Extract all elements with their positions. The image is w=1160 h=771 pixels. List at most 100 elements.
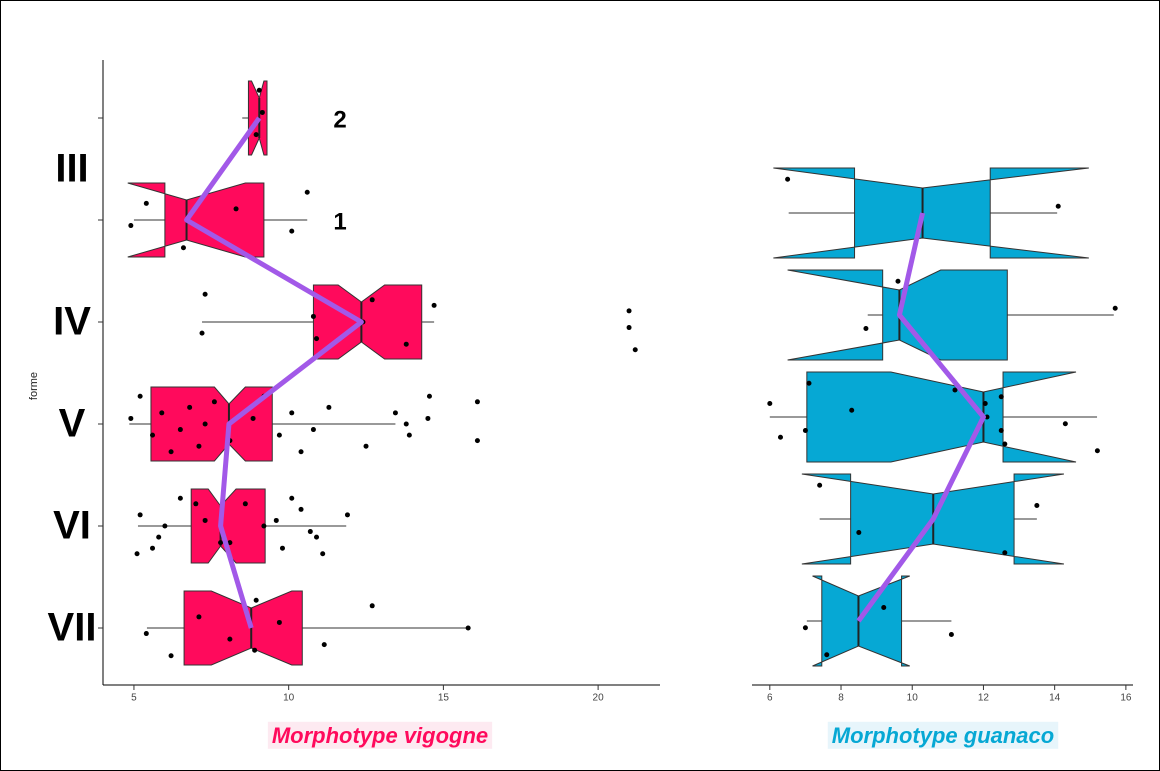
data-point: [227, 636, 233, 642]
y-tick-label: VII: [48, 606, 97, 650]
data-point: [632, 347, 638, 353]
y-tick-label: VI: [53, 504, 91, 548]
data-point: [952, 387, 958, 393]
data-point: [1062, 421, 1068, 427]
data-point: [253, 597, 259, 603]
data-point: [276, 619, 282, 625]
data-point: [314, 336, 320, 342]
data-point: [150, 545, 156, 551]
data-point: [273, 517, 279, 523]
median-line: [184, 116, 364, 629]
box: [806, 371, 1077, 463]
data-point: [320, 551, 326, 557]
data-point: [162, 523, 168, 529]
data-point: [193, 501, 199, 507]
data-point: [1034, 503, 1040, 508]
data-point: [218, 540, 224, 546]
data-point: [998, 428, 1004, 433]
data-point: [824, 652, 830, 658]
box: [190, 488, 266, 564]
data-point: [1094, 448, 1100, 454]
y-tick-label: III: [55, 147, 88, 191]
data-point: [802, 428, 808, 433]
x-tick-label: 20: [593, 693, 605, 704]
x-axis-label-background: [267, 721, 493, 749]
data-point: [256, 87, 262, 93]
data-point: [465, 625, 471, 631]
data-point: [202, 517, 208, 523]
data-point: [326, 404, 332, 410]
y-tick-label: IV: [53, 300, 91, 344]
data-point: [289, 495, 295, 501]
data-point: [143, 631, 149, 637]
data-point: [984, 414, 990, 420]
annotation: 2: [333, 106, 346, 133]
data-point: [253, 132, 259, 138]
data-point: [202, 421, 208, 427]
data-point: [211, 399, 217, 405]
data-point: [289, 228, 295, 234]
x-tick-label: 15: [438, 693, 450, 704]
data-point: [998, 394, 1004, 400]
data-point: [817, 482, 823, 488]
data-point: [134, 551, 140, 557]
data-point: [403, 421, 409, 427]
data-point: [276, 432, 282, 438]
data-point: [1002, 441, 1008, 447]
data-point: [150, 432, 156, 438]
x-tick-label: 16: [1120, 693, 1132, 704]
data-point: [1055, 203, 1061, 209]
box: [183, 590, 303, 666]
data-point: [289, 410, 295, 416]
data-point: [310, 427, 316, 433]
data-point: [307, 529, 313, 535]
data-point: [406, 432, 412, 438]
x-tick-label: 10: [907, 693, 919, 704]
data-point: [982, 401, 988, 406]
x-tick-label: 6: [767, 693, 773, 704]
data-point: [474, 438, 480, 444]
data-point: [298, 449, 304, 455]
data-point: [626, 325, 632, 331]
data-point: [431, 302, 437, 308]
data-point: [202, 291, 208, 297]
box: [773, 167, 1089, 259]
x-tick-label: 10: [283, 693, 295, 704]
data-point: [159, 410, 165, 416]
data-point: [250, 415, 256, 421]
x-axis-label: Morphotype guanaco: [832, 723, 1054, 748]
data-point: [1112, 305, 1118, 311]
data-point: [128, 223, 134, 229]
data-point: [137, 512, 143, 518]
data-point: [856, 530, 862, 535]
data-point: [849, 407, 855, 413]
data-point: [626, 308, 632, 314]
x-tick-label: 5: [131, 693, 137, 704]
data-point: [806, 380, 812, 386]
data-point: [881, 605, 887, 610]
x-axis-label: Morphotype vigogne: [272, 723, 488, 748]
data-point: [369, 603, 375, 609]
data-point: [344, 512, 350, 518]
data-point: [177, 427, 183, 433]
data-point: [426, 393, 432, 399]
data-point: [802, 625, 808, 631]
data-point: [196, 614, 202, 620]
data-point: [168, 653, 174, 659]
data-point: [948, 632, 954, 637]
data-point: [403, 341, 409, 347]
data-point: [369, 297, 375, 303]
data-point: [767, 401, 773, 406]
data-point: [128, 415, 134, 421]
data-point: [187, 404, 193, 410]
data-point: [363, 443, 369, 449]
x-tick-label: 8: [838, 693, 844, 704]
data-point: [298, 506, 304, 512]
data-point: [1002, 550, 1008, 556]
data-point: [242, 501, 248, 507]
data-point: [474, 399, 480, 405]
x-tick-label: 14: [1049, 693, 1061, 704]
data-point: [137, 393, 143, 399]
